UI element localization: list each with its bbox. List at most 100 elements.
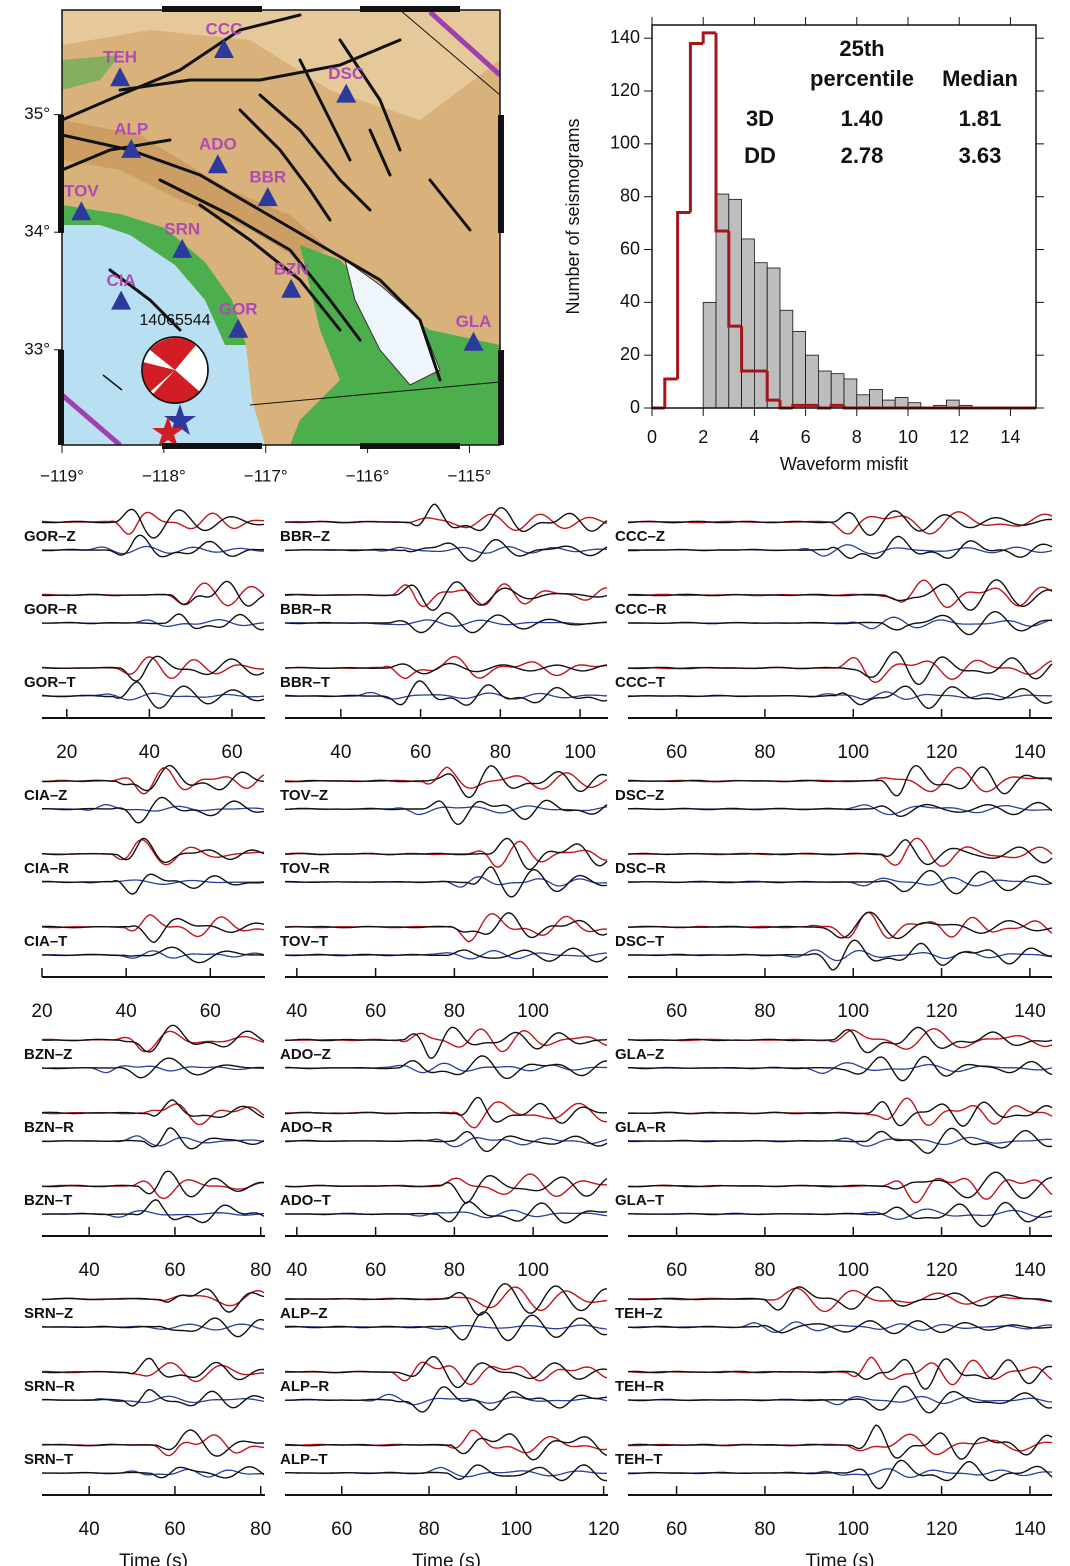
station [71,201,92,221]
x-tick-label: 10 [898,427,918,447]
x-tick-label: 100 [517,1001,549,1022]
waveform-trace [42,1127,265,1150]
x-tick-label: 80 [754,1260,775,1281]
x-tick-label: 60 [221,742,242,763]
waveform-trace [285,1311,608,1342]
hist-bar [779,309,794,409]
waveform-trace [284,1130,608,1153]
hist-bar [766,267,781,409]
station [110,67,131,87]
x-axis-label: Time (s) [806,1551,875,1566]
waveform-trace [285,866,608,898]
station-label: ADO [199,135,237,154]
x-tick-label: 100 [837,1260,869,1281]
waveform-panel [627,1026,1053,1228]
x-tick-label: 100 [837,742,869,763]
waveform-panel [627,1286,1053,1490]
table-header: percentile [810,66,914,91]
waveform-trace [41,681,265,709]
y-axis-label: Number of seismograms [563,118,583,314]
table-cell: DD [744,143,776,168]
waveform-trace [41,1103,265,1126]
waveform-trace [284,503,608,533]
waveform-trace [627,579,1053,609]
waveform-trace [41,508,265,539]
beachball [141,336,209,404]
waveform-trace [285,680,608,706]
trace-label: DSC–T [615,933,664,950]
star [152,416,184,445]
y-tick-label: 100 [610,133,640,153]
x-tick-label: 120 [926,1001,958,1022]
waveform-panel [627,510,1053,710]
x-tick-label: 140 [1014,1260,1046,1281]
hist-bar [702,301,717,409]
station [336,83,357,103]
trace-label: SRN–R [24,1378,75,1395]
x-tick-label: 40 [79,1519,100,1540]
waveform-trace [628,869,1053,895]
x-axis-label: Time (s) [119,1551,188,1566]
waveform-trace [628,1097,1053,1127]
waveform-trace [628,1201,1053,1228]
waveform-trace [628,579,1053,611]
trace-label: DSC–Z [615,787,664,804]
waveform-trace [627,511,1053,535]
y-tick-label: 120 [610,80,640,100]
x-tick-label: 140 [1014,1001,1046,1022]
y-tick-label: 60 [620,238,640,258]
waveform-trace [627,1177,1053,1204]
station-label: SRN [164,219,200,238]
station [207,154,228,174]
x-tick-label: 12 [949,427,969,447]
hist-bar [715,193,730,409]
waveform-trace [284,799,608,826]
hist-step [765,371,780,402]
y-tick-label: 80 [620,185,640,205]
plot-frame [651,24,1037,409]
hist-step [740,326,755,373]
trace-label: GLA–T [615,1192,664,1209]
x-tick-label: −118° [142,466,186,485]
waveform-panel [284,503,608,706]
waveform-trace [627,1055,1053,1082]
trace-label: BBR–Z [280,528,330,545]
station-label: TOV [64,182,99,201]
x-tick-label: −119° [40,466,84,485]
station-label: TEH [103,48,137,67]
station-label: GOR [219,299,258,318]
station-label: ALP [114,119,148,138]
station [228,318,249,338]
trace-label: TEH–R [615,1378,664,1395]
waveform-trace [41,1170,265,1198]
waveform-trace [284,1096,607,1124]
waveform-trace [41,534,265,558]
hist-bar [894,397,909,409]
trace-label: GLA–Z [615,1046,664,1063]
waveform-panel [41,1288,265,1479]
hist-bar [818,370,832,409]
x-tick-label: 8 [852,427,862,447]
x-tick-label: 80 [250,1260,271,1281]
waveform-trace [628,656,1053,684]
x-tick-label: 100 [500,1519,532,1540]
station [111,290,132,310]
waveform-trace [41,764,264,792]
hist-step [688,41,704,213]
hist-bar [728,198,742,409]
x-tick-label: 60 [164,1260,185,1281]
x-tick-label: 140 [1014,1519,1046,1540]
waveform-panel [284,1282,608,1482]
waveform-trace [284,766,608,790]
hist-bar [843,378,858,409]
x-tick-label: 20 [31,1001,52,1022]
trace-label: ALP–T [280,1451,328,1468]
x-tick-label: 100 [837,1001,869,1022]
x-tick-label: 120 [926,1519,958,1540]
table-cell: 1.81 [959,106,1002,131]
waveform-trace [284,1174,608,1204]
waveform-trace [41,655,265,682]
station-label: BZN [274,259,309,278]
station [281,278,302,298]
x-tick-label: 60 [666,1001,687,1022]
